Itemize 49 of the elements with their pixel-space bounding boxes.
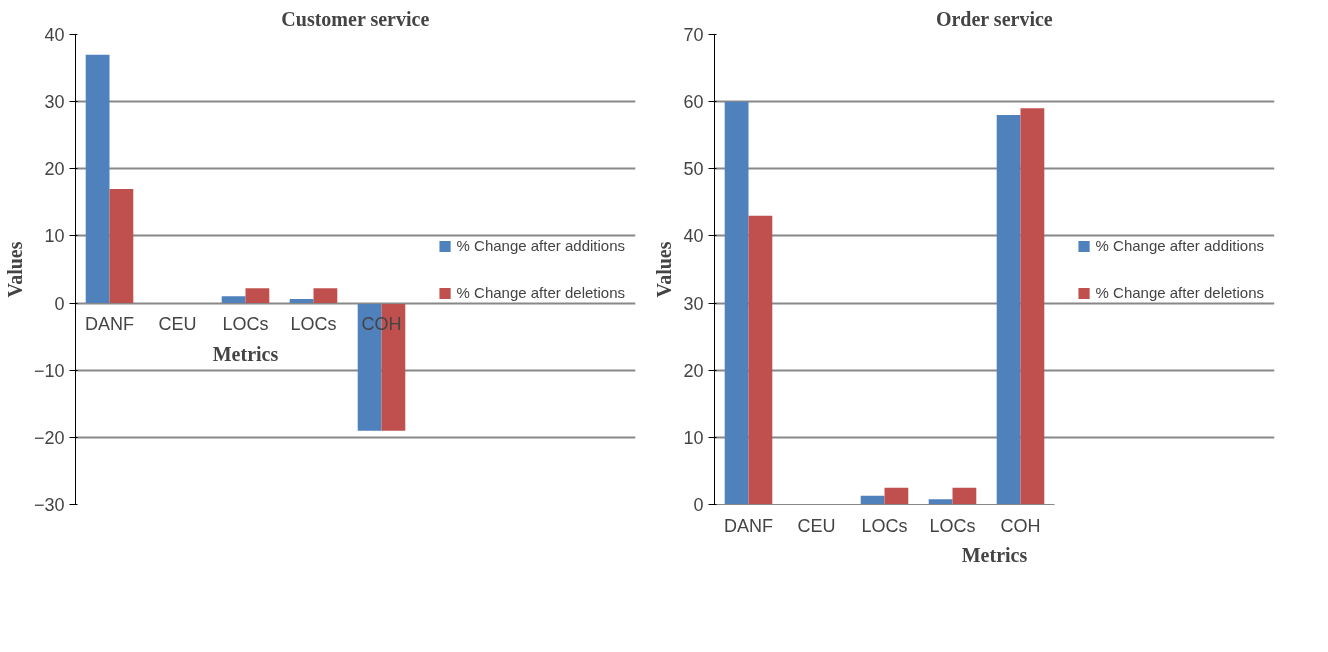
y-axis-title: Values	[653, 241, 676, 298]
x-tick-label: COH	[1000, 515, 1041, 536]
bar	[952, 487, 977, 505]
x-tick-label: LOCs	[929, 515, 976, 536]
y-axis-title: Values	[3, 241, 26, 298]
y-tick-label: −20	[33, 427, 65, 448]
y-tick-label: 40	[683, 226, 704, 247]
y-tick-label: 30	[44, 92, 65, 113]
bar	[860, 495, 885, 505]
bar	[928, 499, 953, 505]
bar	[221, 296, 246, 304]
y-tick-label: 0	[693, 495, 704, 515]
bar	[245, 288, 270, 304]
y-tick-label: 20	[44, 159, 65, 180]
y-tick-label: −10	[33, 360, 65, 381]
y-tick-label: 50	[683, 159, 704, 180]
y-tick-label: 0	[54, 293, 65, 314]
x-tick-label: LOCs	[861, 515, 908, 536]
bar	[996, 115, 1021, 505]
y-tick-label: 60	[683, 92, 704, 113]
x-axis-title: Metrics	[961, 543, 1028, 566]
x-tick-label: CEU	[158, 314, 197, 335]
y-tick-label: −30	[33, 495, 65, 515]
bar	[748, 215, 773, 505]
legend-label: % Change after additions	[1095, 237, 1264, 254]
x-tick-label: DANF	[85, 314, 134, 335]
bar	[289, 299, 314, 304]
y-tick-label: 30	[683, 293, 704, 314]
bar	[85, 54, 110, 304]
chart-title: Customer service	[281, 7, 430, 30]
bar	[313, 288, 338, 304]
bar	[109, 188, 134, 304]
legend-label: % Change after additions	[456, 237, 625, 254]
bar	[1020, 108, 1045, 505]
y-tick-label: 40	[44, 25, 65, 45]
y-tick-label: 70	[683, 25, 704, 45]
chart-title: Order service	[935, 7, 1053, 30]
x-axis-title: Metrics	[212, 342, 279, 365]
y-tick-label: 10	[44, 226, 65, 247]
x-tick-label: LOCs	[222, 314, 269, 335]
bar	[884, 487, 909, 505]
x-tick-label: CEU	[797, 515, 836, 536]
y-tick-label: 10	[683, 427, 704, 448]
legend-label: % Change after deletions	[1095, 284, 1264, 301]
x-tick-label: DANF	[724, 515, 773, 536]
x-tick-label: LOCs	[290, 314, 337, 335]
legend-label: % Change after deletions	[456, 284, 625, 301]
y-tick-label: 20	[683, 360, 704, 381]
bar	[724, 101, 749, 505]
